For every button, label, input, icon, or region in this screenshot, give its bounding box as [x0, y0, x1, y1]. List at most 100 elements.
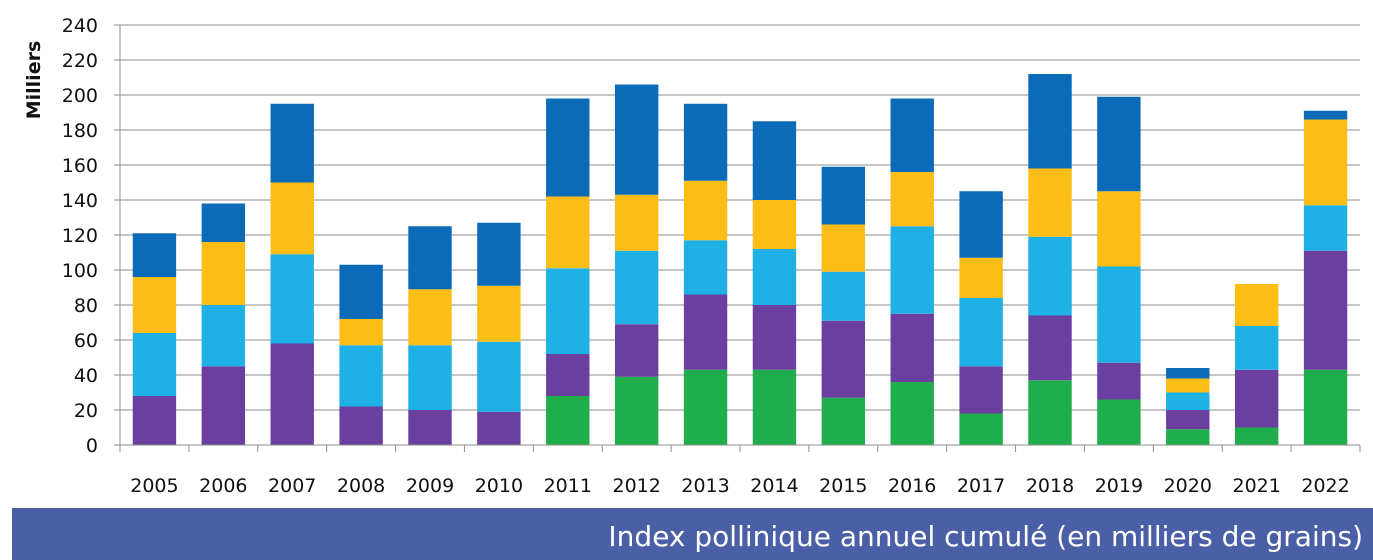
- bar-segment: [1303, 205, 1348, 251]
- x-tick-label: 2018: [1026, 475, 1074, 497]
- caption-band: Index pollinique annuel cumulé (en milli…: [12, 508, 1373, 560]
- x-tick-labels: 2005 2006 2007 2008 2009 2010 2011 2012 2013 2014…: [130, 475, 1349, 497]
- bar-segment: [546, 268, 590, 354]
- x-tick-label: 2016: [888, 475, 936, 497]
- x-tick-label: 2009: [406, 475, 454, 497]
- bar-segment: [132, 396, 177, 445]
- x-tick-label: 2012: [612, 475, 660, 497]
- x-tick-label: 2010: [475, 475, 523, 497]
- bar-segment: [959, 257, 1003, 298]
- bar-segment: [752, 305, 797, 370]
- bar-segment: [546, 196, 590, 269]
- bars: [132, 74, 1348, 445]
- bar-segment: [1303, 119, 1348, 206]
- bar-segment: [1303, 369, 1348, 445]
- bar-segment: [821, 271, 866, 321]
- bar-segment: [408, 289, 452, 346]
- y-tick-label: 140: [62, 190, 98, 212]
- x-tick-label: 2007: [268, 475, 316, 497]
- bar-segment: [1166, 410, 1210, 430]
- y-tick-label: 0: [86, 435, 98, 457]
- bar-segment: [546, 396, 590, 445]
- bar-segment: [890, 313, 934, 382]
- bar-segment: [1166, 378, 1210, 393]
- y-tick-label: 180: [62, 120, 98, 142]
- bar-segment: [959, 298, 1003, 367]
- bar-segment: [683, 240, 728, 295]
- bar-segment: [339, 406, 383, 445]
- bar-segment: [408, 410, 452, 445]
- bar-segment: [132, 333, 177, 396]
- y-tick-label: 20: [74, 400, 98, 422]
- bar-segment: [614, 84, 659, 195]
- y-tick-labels: 0 20 40 60 80 100 120 140 160 180 200 220 240: [62, 15, 120, 457]
- bar-segment: [614, 194, 659, 251]
- bar-segment: [1028, 74, 1072, 169]
- y-tick-label: 240: [62, 15, 98, 37]
- bar-segment: [683, 103, 728, 181]
- bar-segment: [201, 203, 246, 242]
- bar-segment: [132, 277, 177, 333]
- y-tick-label: 220: [62, 50, 98, 72]
- y-tick-label: 200: [62, 85, 98, 107]
- bar-segment: [339, 319, 383, 346]
- bar-segment: [890, 98, 934, 172]
- bar-segment: [752, 249, 797, 305]
- bar-segment: [1234, 369, 1279, 428]
- x-tick-label: 2014: [750, 475, 798, 497]
- bar-segment: [477, 341, 521, 412]
- x-tick-label: 2011: [544, 475, 592, 497]
- bar-segment: [339, 345, 383, 407]
- bar-segment: [1028, 168, 1072, 237]
- bar-segment: [1097, 266, 1141, 363]
- bar-segment: [614, 250, 659, 325]
- bar-segment: [477, 285, 521, 342]
- x-tick-label: 2019: [1095, 475, 1143, 497]
- bar-segment: [1303, 250, 1348, 370]
- bar-segment: [1234, 427, 1279, 445]
- bar-segment: [1166, 392, 1210, 410]
- bar-segment: [614, 376, 659, 445]
- y-tick-label: 60: [74, 330, 98, 352]
- bar-segment: [821, 166, 866, 225]
- bar-segment: [477, 222, 521, 286]
- y-tick-label: 40: [74, 365, 98, 387]
- bar-segment: [683, 294, 728, 370]
- x-tick-label: 2013: [681, 475, 729, 497]
- bar-segment: [683, 180, 728, 241]
- bar-segment: [270, 254, 314, 344]
- x-tick-label: 2006: [199, 475, 247, 497]
- bar-segment: [270, 182, 314, 255]
- bar-segment: [1234, 284, 1279, 326]
- x-tick-label: 2005: [130, 475, 178, 497]
- bar-segment: [752, 369, 797, 445]
- bar-segment: [821, 224, 866, 272]
- y-tick-label: 80: [74, 295, 98, 317]
- y-tick-label: 100: [62, 260, 98, 282]
- bar-segment: [201, 305, 246, 367]
- bar-segment: [1234, 326, 1279, 370]
- bar-segment: [1303, 110, 1348, 120]
- bar-segment: [546, 354, 590, 396]
- grid-lines: [120, 24, 1360, 411]
- x-tick-label: 2008: [337, 475, 385, 497]
- bar-segment: [201, 242, 246, 305]
- bar-segment: [270, 103, 314, 183]
- bar-segment: [132, 233, 177, 277]
- bar-segment: [1097, 399, 1141, 445]
- bar-segment: [890, 226, 934, 314]
- bar-segment: [959, 366, 1003, 414]
- x-tick-label: 2022: [1301, 475, 1349, 497]
- bar-segment: [408, 345, 452, 410]
- bar-segment: [1028, 380, 1072, 445]
- bar-segment: [1097, 96, 1141, 192]
- bar-segment: [752, 200, 797, 249]
- bar-segment: [1028, 315, 1072, 381]
- bar-segment: [201, 366, 246, 445]
- bar-segment: [546, 98, 590, 197]
- y-axis-label: Milliers: [23, 41, 45, 120]
- bar-segment: [408, 226, 452, 290]
- x-tick-label: 2015: [819, 475, 867, 497]
- bar-segment: [1166, 429, 1210, 445]
